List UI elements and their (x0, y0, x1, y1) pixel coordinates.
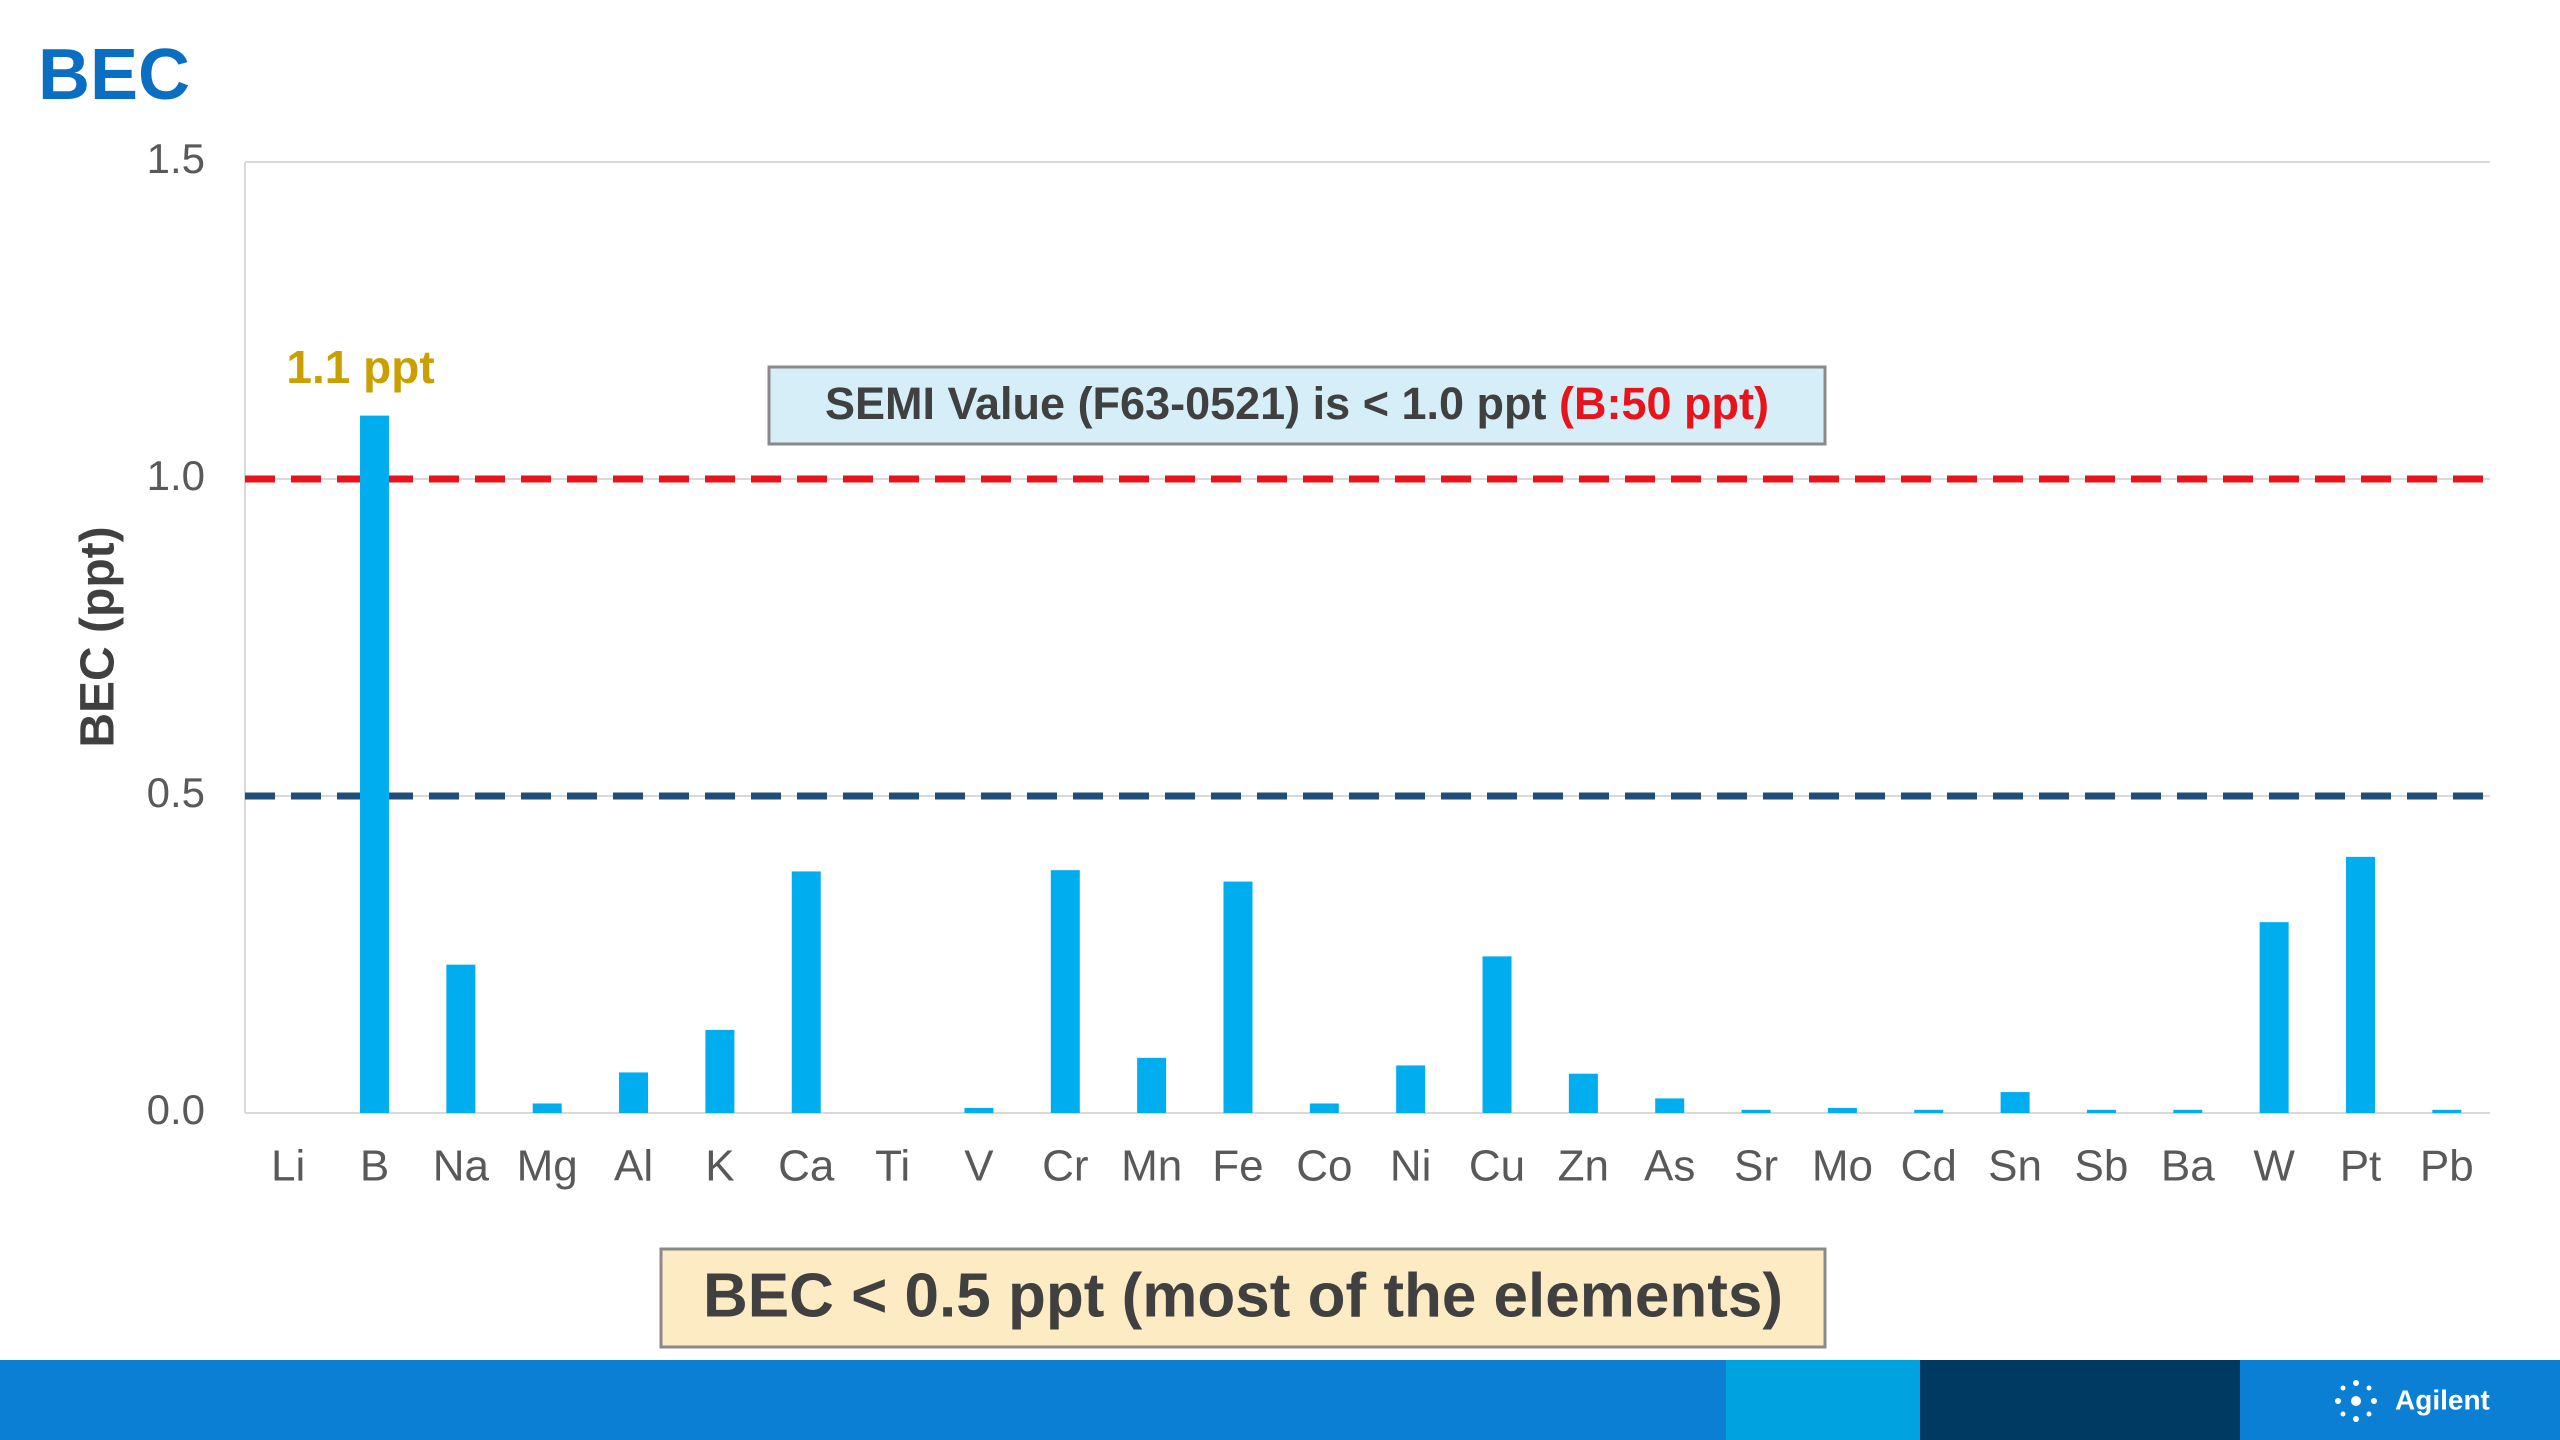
x-tick-label: B (360, 1142, 389, 1191)
bar (2432, 1109, 2462, 1113)
x-tick-label: Cd (1901, 1142, 1957, 1191)
x-tick-label: Pb (2420, 1142, 2474, 1191)
logo-icon (2335, 1380, 2377, 1422)
footer-band (1920, 1360, 2240, 1440)
summary-text: BEC < 0.5 ppt (most of the elements) (703, 1261, 1783, 1330)
y-tick-label: 0.0 (147, 1086, 205, 1133)
x-tick-label: W (2253, 1142, 2295, 1191)
y-axis-label: BEC (ppt) (72, 526, 125, 747)
bar (1050, 870, 1080, 1113)
x-tick-label: Zn (1558, 1142, 1609, 1191)
bar (532, 1103, 562, 1113)
semi-text: SEMI Value (F63-0521) is < 1.0 ppt (825, 378, 1547, 429)
y-tick-label: 1.0 (147, 452, 205, 499)
bar (1827, 1107, 1857, 1113)
x-tick-label: Ba (2161, 1142, 2215, 1191)
bar (1914, 1109, 1944, 1113)
footer-band (1726, 1360, 1920, 1440)
bar (2345, 856, 2375, 1113)
x-tick-label: Na (433, 1142, 490, 1191)
bar (1396, 1065, 1426, 1113)
x-tick-label: Sn (1988, 1142, 2042, 1191)
semi-box (767, 365, 1827, 446)
semi-highlight: (B:50 ppt) (1559, 378, 1769, 429)
footer-band (0, 1360, 1726, 1440)
x-tick-label: Sb (2075, 1142, 2129, 1191)
x-tick-label: Ca (778, 1142, 835, 1191)
x-tick-label: K (705, 1142, 734, 1191)
x-tick-label: Mn (1121, 1142, 1182, 1191)
bar (964, 1107, 994, 1113)
bar (1309, 1103, 1339, 1113)
summary-box (659, 1247, 1827, 1349)
footer-band (2240, 1360, 2560, 1440)
bar (2086, 1109, 2116, 1113)
semi-note: SEMI Value (F63-0521) is < 1.0 ppt (B:50… (825, 378, 1769, 429)
bar (360, 415, 390, 1114)
bar (2000, 1092, 2030, 1113)
bar (1568, 1073, 1598, 1113)
x-tick-label: Mg (517, 1142, 578, 1191)
plot-area: 0.0 0.5 1.0 1.5 Li B Na Mg Al K Ca Ti V Cr Mn Fe Co Ni Cu Z… (147, 135, 2490, 1191)
bar (446, 964, 476, 1113)
x-tick-label: Sr (1734, 1142, 1778, 1191)
bar (619, 1072, 649, 1113)
x-tick-label: Ni (1390, 1142, 1432, 1191)
x-tick-label: Cu (1469, 1142, 1525, 1191)
bar (1482, 956, 1512, 1113)
bar-annotation: 1.1 ppt (286, 341, 434, 393)
y-tick-label: 1.5 (147, 135, 205, 182)
x-tick-label: Mo (1812, 1142, 1873, 1191)
x-tick-label: Pt (2340, 1142, 2382, 1191)
x-tick-label: V (964, 1142, 994, 1191)
logo-text: Agilent (2395, 1384, 2490, 1415)
x-tick-label: Li (271, 1142, 305, 1191)
bar (2259, 922, 2289, 1113)
x-tick-label: Ti (875, 1142, 910, 1191)
bar (2173, 1109, 2203, 1113)
bar (791, 871, 821, 1113)
bar (1223, 881, 1253, 1113)
x-tick-label: Cr (1042, 1142, 1088, 1191)
y-tick-label: 0.5 (147, 769, 205, 816)
bar (705, 1029, 735, 1113)
x-tick-label: Co (1296, 1142, 1352, 1191)
chart-title: BEC (38, 35, 190, 115)
bar (1741, 1109, 1771, 1113)
x-tick-label: Al (614, 1142, 653, 1191)
bar (1655, 1098, 1685, 1113)
x-tick-label: As (1644, 1142, 1695, 1191)
bar (1137, 1057, 1167, 1113)
x-tick-label: Fe (1212, 1142, 1263, 1191)
